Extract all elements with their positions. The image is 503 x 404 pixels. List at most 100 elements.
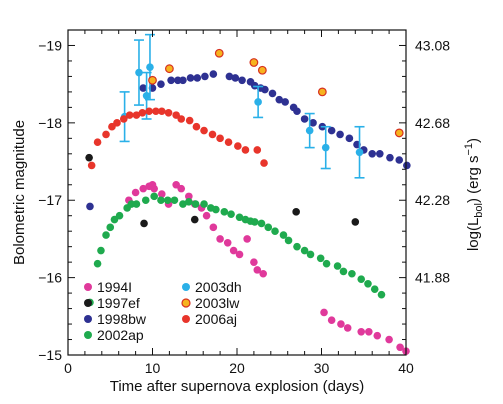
data-point	[322, 259, 331, 268]
data-point	[216, 235, 224, 243]
data-point	[238, 76, 246, 85]
data-point	[316, 254, 325, 263]
data-point	[357, 275, 366, 283]
legend-item-1994i: 1994I	[84, 279, 132, 295]
series-2003lw	[148, 48, 404, 138]
data-point	[139, 84, 148, 92]
data-point	[327, 126, 336, 135]
y2-tick-label: 42.28	[415, 192, 450, 208]
data-point	[179, 200, 187, 208]
data-point	[157, 196, 165, 205]
legend-marker	[84, 299, 92, 307]
data-point	[179, 76, 187, 85]
data-point	[186, 74, 195, 82]
data-point	[85, 153, 93, 162]
legend-item-1997ef: 1997ef	[84, 295, 140, 311]
right-axis-title-tail: ) (erg s	[465, 155, 482, 203]
data-point	[343, 324, 352, 332]
data-point	[185, 116, 194, 125]
data-point	[357, 327, 366, 336]
data-point	[261, 85, 269, 94]
data-point	[146, 63, 154, 71]
data-point	[152, 107, 160, 116]
data-point	[317, 87, 327, 97]
data-point	[253, 266, 262, 274]
y-tick-label: −18	[38, 115, 62, 131]
series-2006aj	[87, 107, 268, 170]
data-point	[148, 75, 157, 85]
y2-tick-label: 43.08	[415, 37, 450, 53]
data-point	[145, 107, 153, 116]
data-point	[396, 343, 404, 352]
data-point	[142, 91, 151, 100]
data-point	[220, 208, 229, 216]
data-point	[327, 316, 336, 324]
data-point	[177, 184, 186, 193]
data-point	[191, 200, 200, 208]
data-point	[250, 218, 259, 226]
data-point	[115, 211, 124, 220]
legend-marker	[84, 331, 92, 339]
y2-tick-label: 41.88	[415, 270, 450, 286]
right-axis-title: log(Lbol) (erg s−1)	[463, 138, 485, 251]
data-point	[292, 208, 300, 216]
data-point	[93, 259, 102, 268]
data-point	[257, 219, 266, 228]
data-point	[216, 134, 224, 143]
y-tick-label: −15	[38, 347, 62, 363]
data-point	[185, 192, 193, 201]
data-point	[355, 148, 364, 157]
y-tick-label: −17	[38, 192, 62, 208]
data-point	[395, 156, 404, 164]
series-1994i	[125, 180, 410, 355]
series-1997ef	[85, 153, 360, 228]
data-point	[193, 74, 202, 82]
data-point	[264, 223, 273, 232]
data-point	[102, 231, 110, 239]
y-axis-title: Bolometric magnitude	[11, 120, 28, 265]
data-point	[284, 236, 293, 245]
x-tick-label: 40	[398, 360, 414, 376]
legend-marker	[182, 315, 190, 323]
data-point	[370, 285, 379, 294]
x-tick-label: 20	[229, 360, 245, 376]
data-point	[293, 242, 301, 251]
data-point	[97, 246, 105, 255]
x-tick-label: 10	[145, 360, 161, 376]
data-point	[86, 202, 94, 211]
data-point	[106, 223, 115, 232]
data-point	[337, 320, 345, 328]
data-point	[163, 196, 172, 205]
data-point	[170, 196, 179, 205]
data-point	[119, 115, 128, 123]
legend-item-2003dh: 2003dh	[182, 279, 242, 295]
data-point	[225, 72, 234, 81]
legend-label: 2002ap	[97, 327, 144, 343]
data-point	[113, 119, 121, 127]
data-point	[150, 184, 158, 193]
data-point	[309, 119, 317, 127]
legend-marker	[182, 283, 190, 291]
x-tick-label: 30	[314, 360, 330, 376]
data-point	[364, 280, 372, 288]
x-tick-label: 0	[64, 360, 72, 376]
data-point	[259, 269, 267, 278]
data-point	[336, 130, 344, 139]
data-point	[185, 197, 193, 206]
data-point	[214, 48, 224, 58]
data-point	[200, 200, 208, 208]
data-point	[320, 308, 328, 317]
data-point	[403, 161, 411, 170]
data-point	[306, 250, 315, 259]
data-point	[131, 188, 140, 197]
data-point	[132, 200, 141, 208]
right-axis-title-sup: −1	[463, 143, 475, 156]
data-point	[200, 126, 208, 135]
data-point	[139, 184, 148, 193]
data-point	[376, 150, 384, 158]
data-point	[135, 68, 143, 77]
legend-marker	[84, 315, 92, 323]
data-point	[253, 146, 262, 154]
series-2003dh	[119, 33, 365, 179]
legend-marker	[181, 298, 191, 308]
